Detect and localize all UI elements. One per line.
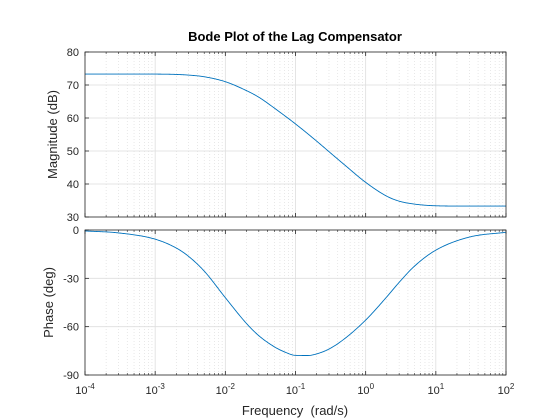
magnitude-y-tick-label: 70 (67, 80, 79, 92)
magnitude-y-tick-label: 80 (67, 47, 79, 59)
phase-ylabel: Phase (deg) (41, 267, 56, 338)
x-tick-label: 10-1 (286, 382, 306, 397)
magnitude-series-line (85, 73, 506, 207)
magnitude-y-tick-label: 50 (67, 146, 79, 158)
phase-y-tick-label: -60 (63, 322, 79, 334)
x-tick-label: 10-2 (216, 382, 236, 397)
phase-axes-box (84, 229, 507, 376)
phase-series-line (84, 230, 507, 356)
phase-y-tick-label: -30 (63, 273, 79, 285)
phase-ticks: -90 -60 -30 0 10-4 10-3 10-2 10-1 100 101 102 (63, 225, 515, 397)
phase-y-tick-label: 0 (73, 225, 79, 237)
magnitude-ylabel: Magnitude (dB) (45, 90, 60, 179)
magnitude-axes-box (84, 51, 507, 218)
x-tick-label: 10-4 (75, 382, 95, 397)
chart-title: Bode Plot of the Lag Compensator (188, 29, 402, 44)
magnitude-y-tick-label: 30 (67, 212, 79, 224)
phase-y-tick-label: -90 (63, 370, 79, 382)
magnitude-grid (84, 51, 507, 218)
magnitude-axes: 30 40 50 60 70 80 Magnitude (dB) (45, 47, 507, 224)
x-tick-label: 101 (427, 382, 444, 397)
magnitude-y-tick-label: 60 (67, 113, 79, 125)
x-tick-label: 100 (357, 382, 374, 397)
x-tick-label: 102 (498, 382, 515, 397)
magnitude-y-tick-label: 40 (67, 179, 79, 191)
frequency-xlabel: Frequency (rad/s) (242, 403, 348, 418)
x-tick-label: 10-3 (145, 382, 165, 397)
phase-axes: -90 -60 -30 0 10-4 10-3 10-2 10-1 100 101 102 Phas… (41, 225, 515, 397)
